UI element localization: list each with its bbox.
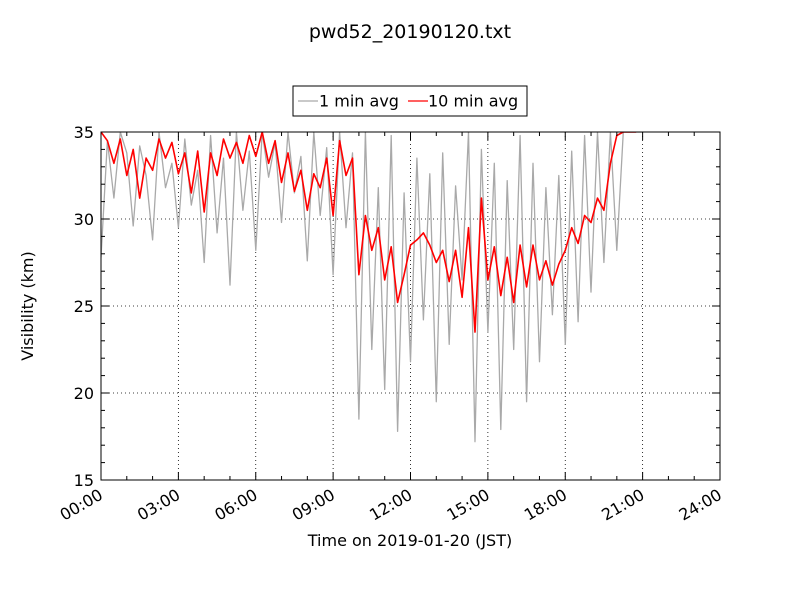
- series-line-1min-avg: [101, 132, 643, 443]
- y-tick-label: 25: [74, 297, 94, 316]
- legend-label-1min: 1 min avg: [319, 92, 399, 111]
- y-tick-label: 15: [74, 471, 94, 490]
- legend: 1 min avg 10 min avg: [292, 85, 528, 117]
- x-axis-label: Time on 2019-01-20 (JST): [307, 531, 512, 550]
- legend-label-10min: 10 min avg: [428, 92, 518, 111]
- y-tick-label: 20: [74, 384, 94, 403]
- y-tick-label: 30: [74, 210, 94, 229]
- y-tick-label: 35: [74, 123, 94, 142]
- plot-frame: [100, 131, 721, 481]
- chart-title: pwd52_20190120.txt: [309, 21, 511, 43]
- series-line-10min-avg: [101, 132, 637, 333]
- y-axis-label: Visibility (km): [18, 251, 37, 360]
- series-layer: [101, 132, 643, 443]
